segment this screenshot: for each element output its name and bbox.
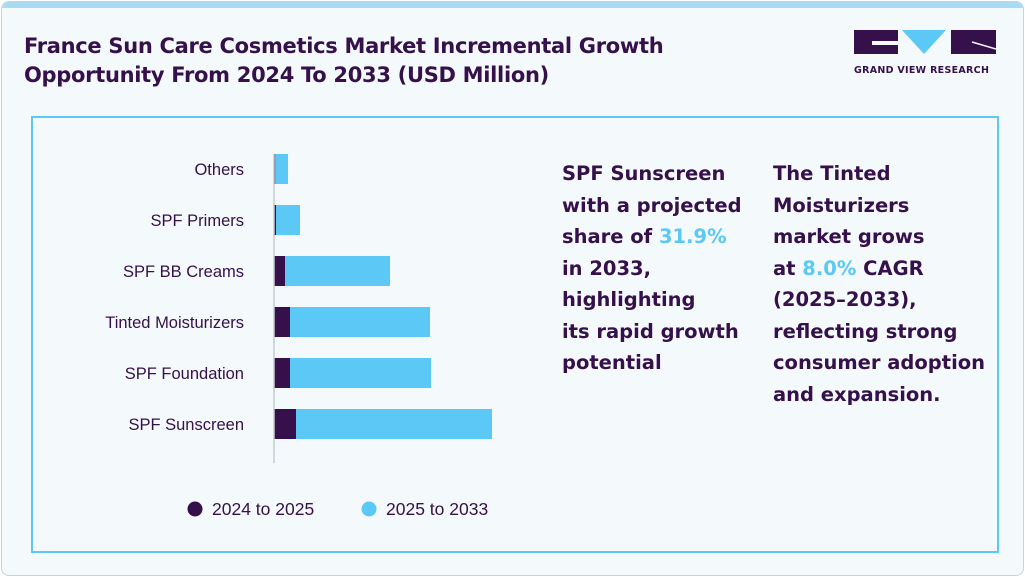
legend-label: 2024 to 2025: [212, 499, 314, 519]
category-label: SPF BB Creams: [123, 263, 244, 281]
insight-text: (2025–2033),: [773, 288, 917, 311]
bar-2025-2033: [275, 154, 288, 184]
highlight-value: 31.9%: [658, 225, 727, 248]
category-label: SPF Primers: [150, 212, 244, 230]
bar-2024-2025: [274, 409, 296, 439]
insight-line: (2025–2033),: [773, 284, 985, 316]
insight-line: at 8.0% CAGR: [773, 253, 985, 285]
insight-text: market grows: [773, 225, 925, 248]
insight-line: The Tinted: [773, 158, 985, 190]
insight-text: at: [773, 256, 803, 280]
insight-text: in 2033,: [562, 256, 652, 280]
insight-text: potential: [562, 351, 662, 374]
insight-line: reflecting strong: [773, 316, 985, 348]
insight-text: its rapid growth: [562, 319, 739, 343]
category-label: SPF Sunscreen: [128, 416, 244, 434]
bar-2024-2025: [274, 205, 276, 235]
grand-view-research-logo: GRAND VIEW RESEARCH: [854, 30, 997, 76]
insight-tinted-moisturizers: The Tinted Moisturizers market grows at 8.0…: [773, 158, 985, 410]
logo-text: GRAND VIEW RESEARCH: [854, 65, 990, 76]
insight-text: with a projected: [562, 193, 742, 217]
logo-mark-icon: [854, 30, 997, 54]
insight-line: and expansion.: [773, 379, 985, 411]
insight-text: highlighting: [562, 288, 696, 311]
legend-label: 2025 to 2033: [386, 499, 488, 519]
insight-text: share of: [562, 225, 659, 248]
bar-2024-2025: [274, 256, 285, 286]
insight-text: consumer adoption: [773, 351, 986, 374]
insight-text: Moisturizers: [773, 193, 910, 217]
category-label: SPF Foundation: [125, 365, 244, 383]
chart-panel: Others SPF Primers SPF BB Creams Tinted Moi…: [31, 116, 999, 553]
insight-text: The Tinted: [773, 162, 891, 185]
bar-2025-2033: [290, 358, 431, 388]
legend-marker: [187, 501, 203, 517]
insight-line: in 2033,: [562, 253, 742, 285]
insight-line: potential: [562, 347, 742, 379]
insight-line: market grows: [773, 221, 985, 253]
insight-sunscreen: SPF Sunscreen with a projected share of 31…: [562, 158, 742, 379]
bar-2025-2033: [296, 409, 492, 439]
category-label: Others: [194, 161, 244, 179]
legend-marker: [361, 501, 377, 517]
insight-line: its rapid growth: [562, 316, 742, 348]
insight-line: Moisturizers: [773, 190, 985, 222]
insight-line: highlighting: [562, 284, 742, 316]
insight-text: SPF Sunscreen: [562, 162, 726, 185]
highlight-value: 8.0%: [802, 256, 857, 280]
bar-2025-2033: [285, 256, 390, 286]
insight-line: consumer adoption: [773, 347, 985, 379]
top-accent-bar: [2, 2, 1023, 8]
stacked-bar-chart: Others SPF Primers SPF BB Creams Tinted Moi…: [105, 154, 492, 519]
bar-2024-2025: [274, 358, 290, 388]
bar-2024-2025: [274, 307, 290, 337]
insight-line: SPF Sunscreen: [562, 158, 742, 190]
insight-line: with a projected: [562, 190, 742, 222]
insight-text: and expansion.: [773, 382, 941, 406]
insight-text: CAGR: [856, 256, 924, 280]
insight-line: share of 31.9%: [562, 221, 742, 253]
chart-title: France Sun Care Cosmetics Market Increme…: [24, 34, 664, 87]
bar-2025-2033: [276, 205, 300, 235]
insight-text: reflecting strong: [773, 319, 958, 343]
category-label: Tinted Moisturizers: [105, 314, 244, 332]
bar-2025-2033: [290, 307, 430, 337]
